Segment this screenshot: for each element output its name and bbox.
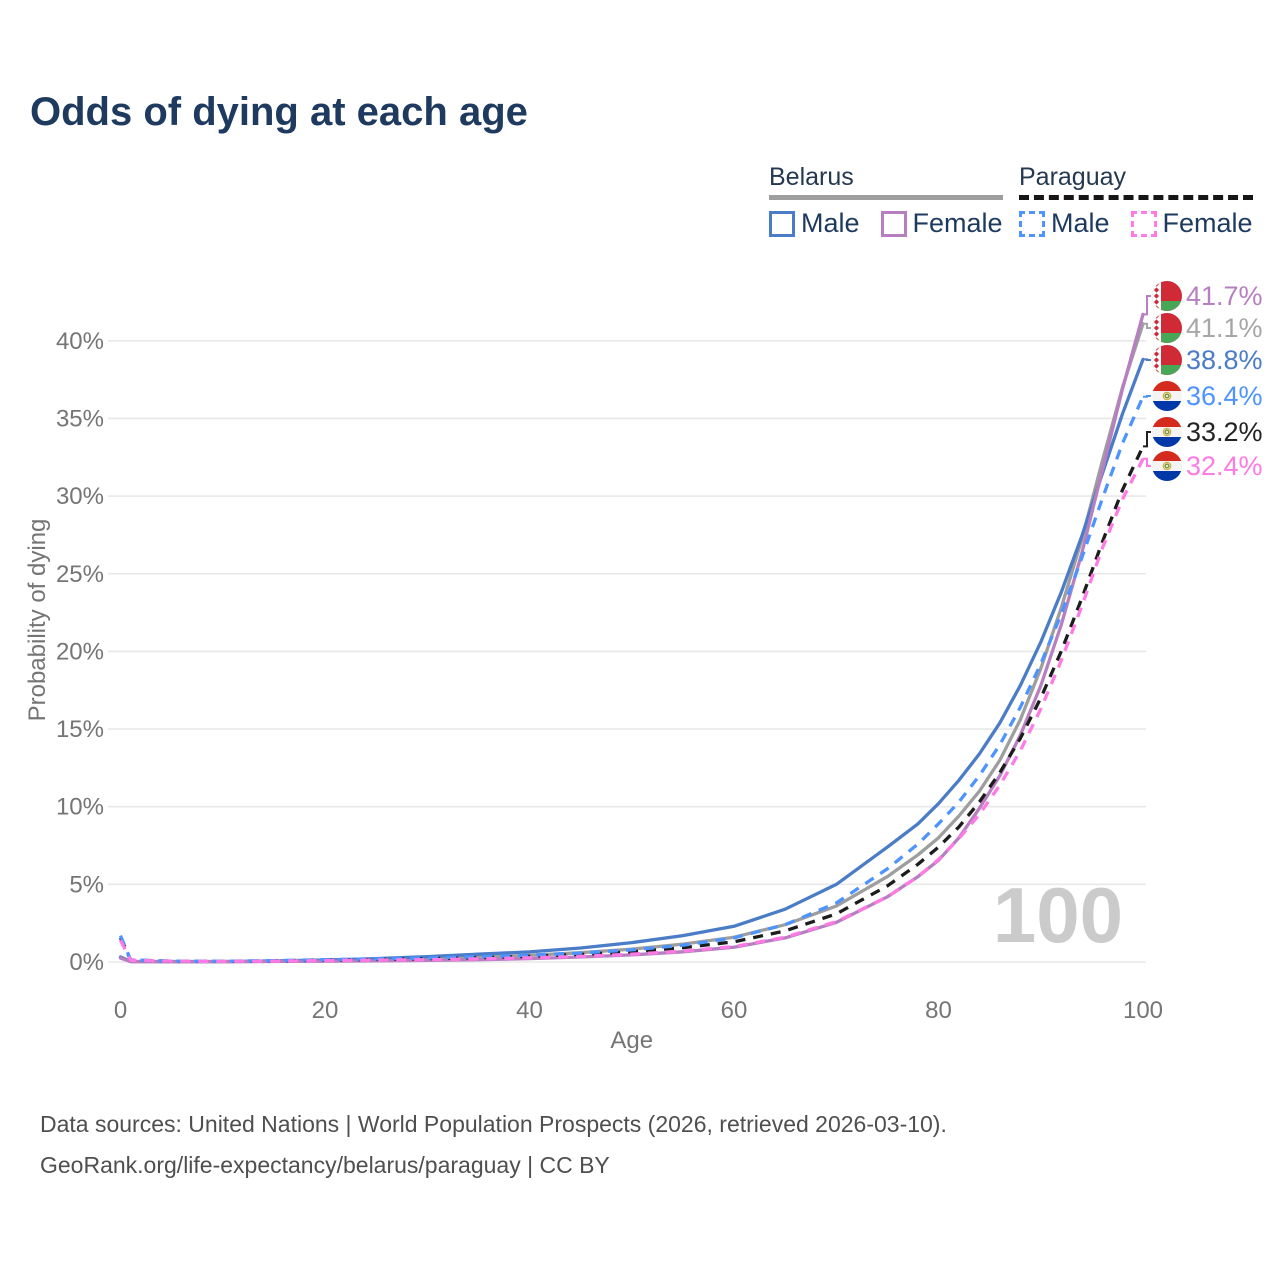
annotation-connector-5 <box>1143 457 1151 467</box>
paraguay-flag-icon <box>1152 417 1182 447</box>
series-line-paraguay-male[interactable] <box>118 396 1145 963</box>
y-axis-title: Probability of dying <box>24 519 51 722</box>
series-line-belarus-female[interactable] <box>118 312 1145 964</box>
legend-country-paraguay[interactable]: Paraguay <box>1019 163 1253 200</box>
series-line-belarus-both[interactable] <box>118 322 1145 964</box>
end-value-label-paraguay-4: 33.2% <box>1186 417 1263 447</box>
legend-item-label-paraguay-female: Female <box>1162 208 1253 238</box>
legend-underline-belarus-solid <box>769 195 1003 200</box>
legend-item-belarus-male[interactable]: Male <box>769 208 860 239</box>
end-value-label-paraguay-3: 36.4% <box>1186 381 1263 411</box>
end-value-label-belarus-1: 41.1% <box>1186 313 1263 343</box>
y-tick-label-20: 20% <box>56 638 104 665</box>
footer: Data sources: United Nations | World Pop… <box>40 1104 947 1186</box>
footer-attribution: GeoRank.org/life-expectancy/belarus/para… <box>40 1152 610 1178</box>
annotation-connector-0 <box>1143 295 1151 316</box>
legend-item-paraguay-male[interactable]: Male <box>1019 208 1110 239</box>
paraguay-male-swatch-icon <box>1019 210 1045 237</box>
legend-underline-paraguay-dashed <box>1019 195 1253 200</box>
legend-item-belarus-female[interactable]: Female <box>880 208 1003 239</box>
y-tick-label-0: 0% <box>69 949 104 976</box>
paraguay-flag-icon <box>1152 381 1182 411</box>
x-axis-title: Age <box>610 1027 653 1054</box>
chart-title: Odds of dying at each age <box>30 90 528 134</box>
legend-item-label-belarus-female: Female <box>912 208 1003 238</box>
y-tick-label-30: 30% <box>56 483 104 510</box>
x-tick-label-20: 20 <box>312 997 339 1024</box>
x-tick-label-80: 80 <box>925 997 952 1024</box>
legend-group-paraguay: Paraguay Male Female <box>1019 163 1253 239</box>
annotation-connector-1 <box>1143 322 1151 329</box>
y-tick-label-35: 35% <box>56 405 104 432</box>
end-value-label-belarus-0: 41.7% <box>1186 281 1263 311</box>
belarus-flag-icon <box>1152 281 1182 311</box>
legend-item-label-belarus-male: Male <box>801 208 860 238</box>
x-tick-label-100: 100 <box>1123 997 1163 1024</box>
legend-item-paraguay-female[interactable]: Female <box>1130 208 1253 239</box>
age-counter-watermark: 100 <box>993 871 1123 959</box>
belarus-female-swatch-icon <box>880 210 907 237</box>
end-value-label-paraguay-5: 32.4% <box>1186 451 1263 481</box>
legend-country-label-paraguay: Paraguay <box>1019 163 1127 191</box>
belarus-flag-icon <box>1152 345 1182 375</box>
paraguay-female-swatch-icon <box>1130 210 1157 237</box>
y-tick-label-5: 5% <box>69 871 104 898</box>
paraguay-flag-icon <box>1152 451 1182 481</box>
x-tick-label-40: 40 <box>516 997 543 1024</box>
legend-group-belarus: Belarus Male Female <box>769 163 1003 239</box>
series-line-paraguay-female[interactable] <box>119 458 1145 964</box>
legend-country-label-belarus: Belarus <box>769 163 854 191</box>
belarus-male-swatch-icon <box>769 210 795 237</box>
annotation-connector-3 <box>1143 395 1151 398</box>
y-tick-label-25: 25% <box>56 561 104 588</box>
annotation-connector-2 <box>1143 358 1151 361</box>
y-tick-label-40: 40% <box>56 328 104 355</box>
x-tick-label-60: 60 <box>721 997 748 1024</box>
series-line-belarus-male[interactable] <box>118 357 1145 964</box>
legend-item-label-paraguay-male: Male <box>1051 208 1110 238</box>
y-tick-label-10: 10% <box>56 794 104 821</box>
legend-country-belarus[interactable]: Belarus <box>769 163 1003 200</box>
y-tick-label-15: 15% <box>56 716 104 743</box>
footer-data-sources: Data sources: United Nations | World Pop… <box>40 1111 947 1137</box>
x-tick-label-0: 0 <box>114 997 127 1024</box>
line-chart: 0% 5% 10% 15% 20% 25% 30% 35% 40% 0 20 40 60 80 100 Age… <box>24 281 1263 1054</box>
annotation-connector-4 <box>1143 431 1151 448</box>
end-value-label-belarus-2: 38.8% <box>1186 345 1263 375</box>
belarus-flag-icon <box>1152 313 1182 343</box>
